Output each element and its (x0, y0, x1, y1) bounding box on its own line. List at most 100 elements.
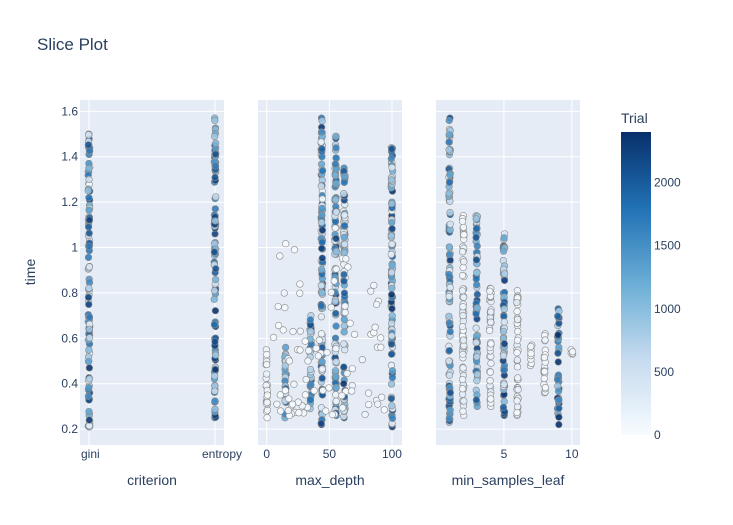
data-point (85, 242, 93, 250)
data-point (499, 327, 508, 336)
data-point (513, 408, 521, 417)
data-point (306, 396, 315, 404)
x-axis-label-criterion: criterion (127, 472, 177, 488)
data-point (388, 332, 396, 340)
data-point (317, 302, 325, 310)
data-point (84, 253, 93, 261)
data-point (277, 407, 285, 415)
colorbar (621, 132, 651, 435)
data-point (263, 370, 271, 378)
data-point (211, 397, 219, 405)
data-point (85, 164, 93, 172)
data-point (281, 362, 289, 370)
data-point (276, 391, 284, 399)
data-point (318, 254, 326, 262)
data-point (473, 370, 481, 378)
data-point (340, 380, 348, 388)
data-point (338, 392, 346, 400)
data-point (263, 350, 271, 359)
data-point (527, 342, 535, 351)
data-point (212, 265, 220, 273)
data-point (273, 400, 281, 408)
data-point (388, 319, 396, 328)
data-point (377, 343, 385, 351)
data-point (472, 256, 481, 264)
x-axis-label-min-samples-leaf: min_samples_leaf (452, 472, 565, 488)
data-point (318, 167, 327, 175)
data-point (514, 327, 522, 335)
data-point (446, 220, 454, 228)
data-point (459, 364, 467, 372)
data-point (340, 277, 348, 285)
data-point (86, 147, 94, 155)
data-point (487, 308, 495, 316)
data-point (472, 215, 480, 223)
data-point (541, 367, 549, 376)
data-point (301, 337, 309, 345)
data-point (296, 346, 304, 354)
x-tick-label: gini (81, 447, 100, 461)
data-point (289, 327, 297, 336)
data-point (332, 144, 340, 152)
data-point (210, 295, 218, 303)
data-point (499, 352, 508, 360)
data-point (445, 292, 453, 301)
data-point (338, 404, 347, 412)
data-point (513, 336, 522, 344)
data-point (446, 389, 454, 397)
data-point (445, 347, 453, 355)
data-point (210, 321, 219, 329)
data-point (331, 160, 339, 168)
data-point (330, 277, 338, 285)
colorbar-tick-label: 1500 (654, 239, 681, 253)
tick-labels: 0.2 0.4 0.6 0.8 1 1.2 1.4 1.6 gini entropy 0 50 100 5… (61, 104, 579, 461)
data-point (473, 332, 481, 340)
data-point (555, 413, 563, 421)
data-point (341, 173, 349, 181)
data-point (513, 307, 521, 316)
data-point (307, 381, 315, 389)
data-point (84, 187, 92, 195)
data-point (487, 359, 495, 367)
data-point (540, 353, 549, 362)
data-point (85, 175, 93, 184)
data-point (500, 340, 508, 348)
data-point (85, 206, 93, 214)
data-point (460, 231, 468, 239)
data-point (318, 117, 326, 125)
data-point (331, 196, 340, 204)
colorbar-tick-label: 500 (654, 365, 674, 379)
data-point (85, 229, 93, 237)
data-point (318, 145, 326, 153)
data-point (211, 116, 219, 125)
data-point (332, 154, 340, 162)
data-point (332, 358, 340, 366)
data-point (322, 407, 330, 415)
data-point (388, 367, 397, 375)
data-point (527, 349, 535, 358)
data-point (290, 380, 298, 388)
data-point (568, 348, 577, 356)
data-point (332, 397, 340, 405)
data-point (318, 374, 326, 382)
data-point (445, 414, 453, 422)
data-point (340, 233, 348, 241)
data-point (374, 400, 382, 408)
data-point (85, 216, 94, 224)
data-point (323, 348, 331, 357)
data-point (458, 287, 467, 295)
data-point (473, 242, 481, 250)
data-point (317, 265, 326, 274)
data-point (332, 208, 340, 216)
data-point (541, 336, 549, 344)
data-point (388, 284, 396, 292)
data-point (319, 386, 327, 395)
data-point (317, 160, 326, 168)
data-point (212, 275, 220, 284)
data-point (285, 395, 293, 403)
y-tick-label: 1.4 (61, 150, 78, 164)
colorbar-tick-label: 0 (654, 428, 661, 442)
data-point (317, 330, 326, 338)
data-point (472, 338, 480, 347)
